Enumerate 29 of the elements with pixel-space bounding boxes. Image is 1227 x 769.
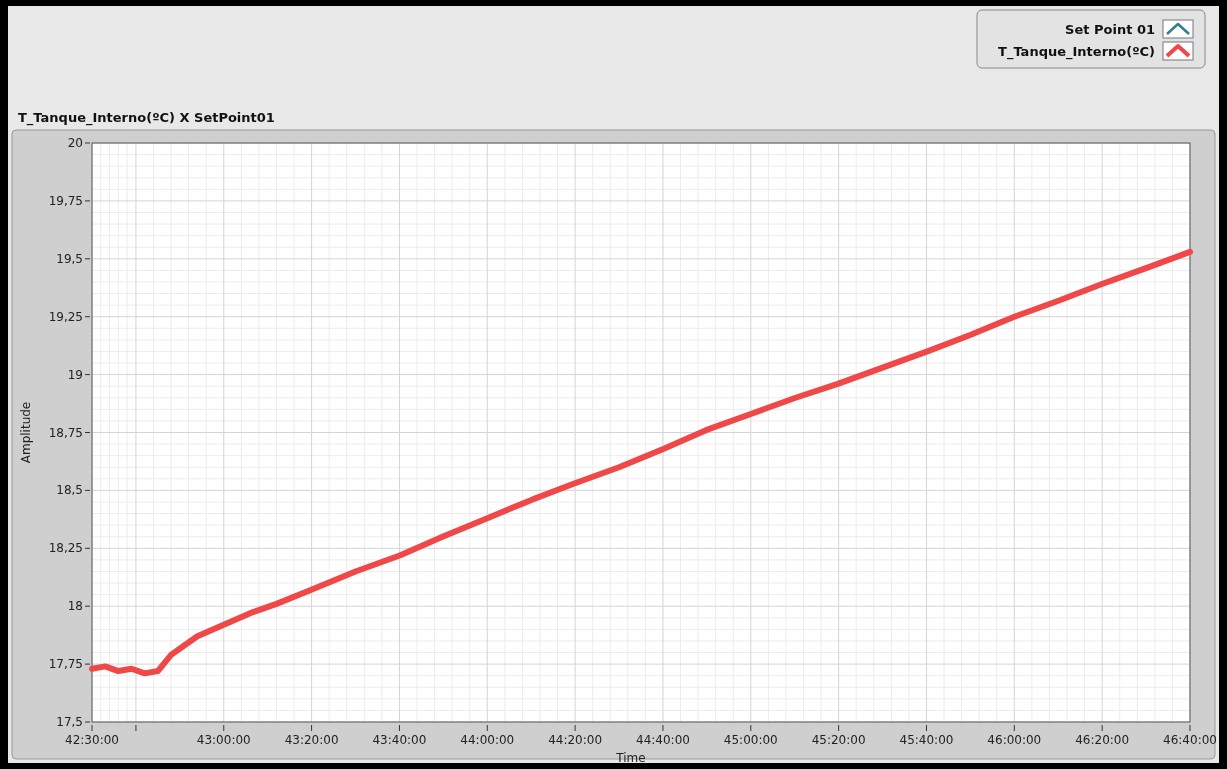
x-tick-label: 45:20:00	[811, 733, 866, 747]
x-tick-label: 44:00:00	[460, 733, 515, 747]
y-tick-label: 17,75	[48, 657, 83, 672]
y-tick-label: 18,25	[48, 541, 83, 556]
x-tick-label: 43:20:00	[284, 733, 339, 747]
x-tick-label: 46:00:00	[987, 733, 1042, 747]
y-tick-label: 17,5	[56, 715, 83, 729]
x-axis-title: Time	[615, 751, 646, 765]
y-tick-label: 18	[67, 599, 83, 614]
y-tick-label: 19,25	[48, 309, 83, 324]
x-tick-label: 43:00:00	[196, 733, 251, 747]
x-tick-label: 44:40:00	[636, 733, 690, 747]
y-tick-label: 19,75	[48, 193, 83, 208]
x-tick-label: 45:00:00	[723, 733, 778, 747]
x-tick-label: 46:20:00	[1075, 733, 1130, 747]
y-tick-label: 18,5	[56, 483, 83, 498]
y-tick-label: 19,5	[56, 251, 83, 266]
chart-title: T_Tanque_Interno(ºC) X SetPoint01	[18, 110, 275, 126]
legend-label: Set Point 01	[1065, 22, 1155, 37]
y-tick-label: 20	[67, 136, 83, 150]
y-axis-title: Amplitude	[19, 401, 33, 464]
x-tick-label: 46:40:00	[1163, 733, 1217, 747]
x-tick-label: 44:20:00	[548, 733, 603, 747]
x-tick-label: 43:40:00	[372, 733, 427, 747]
y-tick-label: 19	[67, 367, 83, 382]
y-tick-label: 18,75	[48, 425, 83, 440]
legend-label: T_Tanque_Interno(ºC)	[998, 44, 1155, 60]
x-tick-label: 45:40:00	[899, 733, 954, 747]
x-tick-label: 42:30:00	[65, 733, 119, 747]
